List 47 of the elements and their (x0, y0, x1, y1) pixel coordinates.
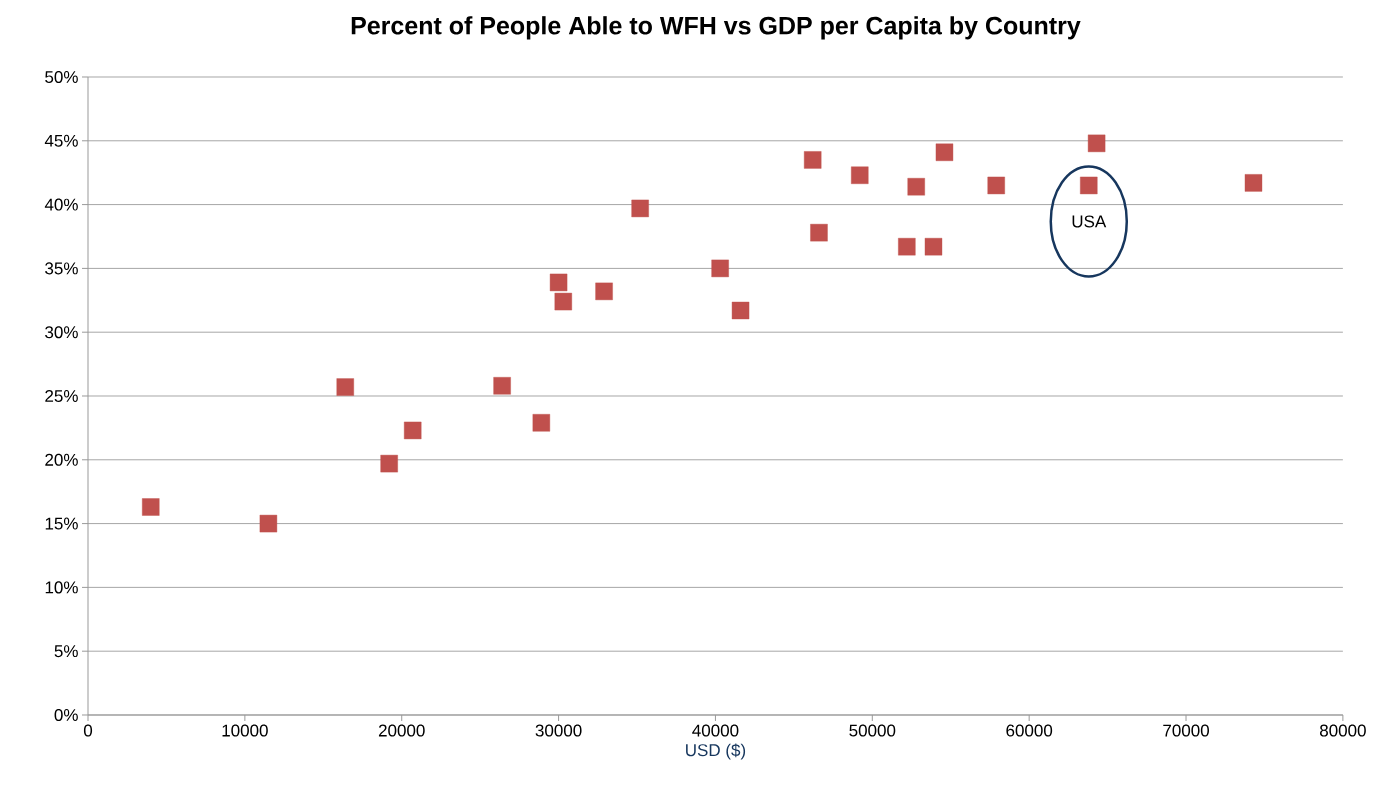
x-tick-label: 50000 (849, 724, 896, 737)
point (804, 151, 822, 169)
point (595, 282, 613, 301)
point (731, 301, 750, 320)
point (380, 454, 398, 473)
point (1244, 174, 1263, 192)
x-tick-label: 70000 (1163, 724, 1209, 737)
point (851, 166, 869, 184)
y-tick-label: 25% (45, 389, 78, 403)
y-tick-label: 30% (45, 326, 78, 339)
point (404, 421, 422, 440)
chart-title: Percent of People Able to WFH vs GDP per Capita by Country (351, 16, 1081, 40)
x-tick-label: 80000 (1319, 724, 1366, 737)
y-tick-label: 5% (54, 645, 78, 658)
point (810, 223, 828, 242)
point (142, 498, 160, 516)
y-tick-label: 35% (45, 262, 78, 275)
x-tick-label: 30000 (535, 724, 582, 737)
point (711, 259, 729, 278)
y-tick-label: 10% (45, 581, 78, 594)
point (1080, 176, 1098, 195)
point (493, 377, 511, 395)
y-tick-label: 50% (45, 70, 78, 84)
point (631, 199, 649, 218)
point (336, 378, 354, 396)
y-tick-label: 15% (45, 517, 78, 530)
x-tick-label: 40000 (692, 724, 739, 737)
point (532, 414, 551, 432)
point (935, 143, 954, 161)
point (898, 238, 916, 256)
point (1087, 134, 1106, 153)
y-tick-label: 45% (44, 134, 78, 147)
point (907, 178, 925, 196)
x-axis-title: USD ($) (686, 743, 746, 760)
point (924, 238, 943, 256)
y-tick-label: 40% (44, 198, 78, 211)
y-tick-label: 0% (54, 708, 78, 722)
x-tick-label: 0 (83, 724, 93, 737)
x-tick-label: 10000 (222, 724, 268, 737)
point (259, 514, 278, 533)
y-tick-label: 20% (45, 453, 78, 466)
point (987, 176, 1005, 195)
annotation: USA (1072, 215, 1107, 228)
point (549, 273, 568, 292)
x-tick-label: 20000 (378, 724, 425, 737)
x-tick-label: 60000 (1006, 724, 1053, 737)
point (554, 292, 572, 311)
